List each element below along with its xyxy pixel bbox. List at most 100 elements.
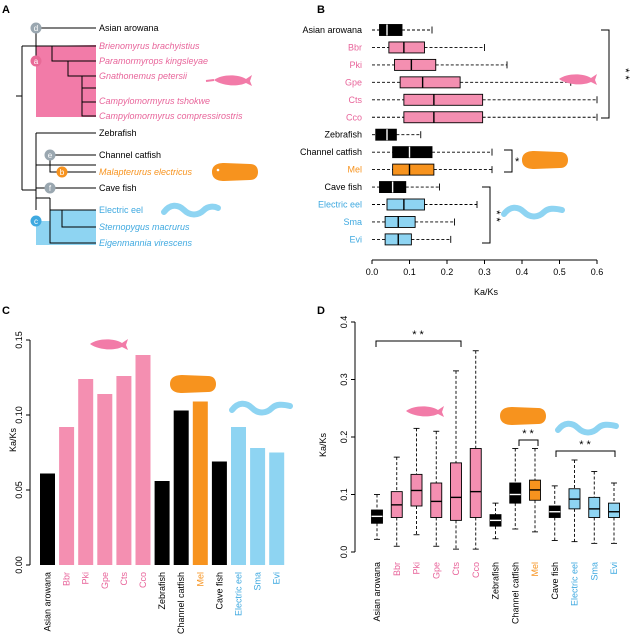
- c-category-label: Cco: [138, 572, 148, 588]
- d-y-tick-label: 0.0: [339, 546, 349, 559]
- tip-label: Brienomyrus brachyistius: [99, 41, 200, 51]
- b-x-tick-label: 0.0: [366, 267, 379, 277]
- b-category-label: Gpe: [345, 77, 362, 87]
- elephantfish-icon: [205, 75, 252, 86]
- eel-icon: [161, 202, 221, 218]
- b-x-tick-label: 0.4: [516, 267, 529, 277]
- phylogeny-tree: d a e b f c Asian arowana Brienomyrus br…: [16, 22, 258, 248]
- tip-label: Campylomormyrus compressirostris: [99, 111, 243, 121]
- catfish-icon: [500, 407, 546, 425]
- b-category-label: Evi: [349, 234, 362, 244]
- b-box: [403, 93, 484, 106]
- tip-label: Paramormyrops kingsleyae: [99, 56, 208, 66]
- c-bar: [97, 394, 113, 565]
- b-x-tick-label: 0.2: [441, 267, 454, 277]
- d-y-tick-label: 0.4: [339, 316, 349, 329]
- d-category-label: Cave fish: [550, 562, 560, 600]
- elephantfish-icon: [90, 339, 128, 350]
- b-box: [392, 146, 433, 159]
- d-category-label: Cco: [471, 562, 481, 578]
- c-category-label: Cave fish: [214, 572, 224, 610]
- tree-node-f-label: f: [49, 184, 52, 193]
- tip-label: Campylomormyrus tshokwe: [99, 96, 210, 106]
- clade-shade-mormyrid-inner: [52, 46, 96, 64]
- b-x-tick-label: 0.5: [553, 267, 566, 277]
- d-sig-catfish: * *: [522, 428, 534, 440]
- c-bar: [135, 355, 151, 565]
- c-bar: [211, 461, 227, 565]
- b-x-tick-label: 0.6: [591, 267, 604, 277]
- c-y-tick-label: 0.05: [14, 481, 24, 499]
- d-category-label: Cts: [451, 562, 461, 576]
- tree-node-f: [44, 182, 56, 194]
- d-box: [430, 482, 443, 518]
- b-box: [379, 24, 403, 36]
- c-bar: [231, 427, 246, 565]
- d-box: [450, 462, 462, 521]
- d-box: [509, 482, 522, 504]
- panel-label-b: B: [317, 4, 325, 16]
- c-category-label: Zebrafish: [157, 572, 167, 610]
- c-bar: [40, 473, 55, 565]
- b-category-label: Cts: [349, 95, 363, 105]
- b-box: [386, 198, 425, 211]
- b-sig-gymnotiform: * *: [490, 210, 502, 222]
- d-category-label: Electric eel: [570, 562, 580, 606]
- tree-node-c: [30, 215, 42, 227]
- c-y-tick-label: 0.15: [14, 331, 24, 349]
- b-box: [375, 128, 397, 141]
- d-category-label: Channel catfish: [510, 562, 520, 624]
- panel-b-boxplot: Asian arowana Bbr Pki Gpe Cts Cco Zebrafish Cha…: [300, 24, 631, 297]
- tree-node-b: [56, 166, 68, 178]
- b-category-label: Channel catfish: [300, 147, 362, 157]
- panel-d-boxplot: 0.0 0.1 0.2 0.3 0.4 Asian arowana Bbr Pki Gpe Ct…: [318, 316, 620, 624]
- tip-label: Electric eel: [99, 205, 143, 215]
- c-category-label: Mel: [195, 572, 205, 587]
- c-ylabel: Ka/Ks: [8, 427, 18, 452]
- tree-node-e: [44, 149, 56, 161]
- d-sig-gymnotiform: * *: [579, 439, 591, 451]
- c-bar: [173, 410, 189, 565]
- tree-node-b-label: b: [60, 168, 65, 177]
- tip-label: Cave fish: [99, 183, 137, 193]
- b-sig-catfish: *: [515, 156, 520, 168]
- c-category-label: Electric eel: [234, 572, 244, 616]
- eel-icon: [555, 420, 619, 436]
- catfish-icon: [170, 375, 216, 393]
- tree-node-e-label: e: [48, 151, 53, 160]
- b-sig-mormyrid: * *: [619, 68, 631, 80]
- tip-label: Asian arowana: [99, 23, 159, 33]
- b-box: [392, 163, 435, 176]
- c-category-label: Pki: [81, 572, 91, 585]
- panel-label-c: C: [2, 305, 10, 317]
- panel-label-d: D: [317, 305, 325, 317]
- tip-label: Eigenmannia virescens: [99, 238, 193, 248]
- tip-label: Channel catfish: [99, 150, 161, 160]
- d-category-label: Sma: [589, 562, 599, 581]
- d-category-label: Asian arowana: [372, 562, 382, 622]
- c-bar: [78, 379, 94, 565]
- b-category-label: Cave fish: [324, 182, 362, 192]
- d-category-label: Gpe: [431, 562, 441, 579]
- d-category-label: Bbr: [392, 562, 402, 576]
- b-category-label: Electric eel: [318, 200, 362, 210]
- c-category-label: Asian arowana: [43, 572, 53, 632]
- c-bar: [116, 376, 132, 565]
- b-category-label: Mel: [347, 165, 362, 175]
- c-y-tick-label: 0.10: [14, 406, 24, 424]
- b-x-tick-label: 0.1: [403, 267, 416, 277]
- b-box: [399, 76, 461, 89]
- tip-label: Gnathonemus petersii: [99, 71, 188, 81]
- b-category-label: Pki: [349, 60, 362, 70]
- b-box: [394, 58, 437, 71]
- tree-node-d-label: d: [34, 24, 38, 33]
- eel-icon: [501, 204, 565, 220]
- d-box: [469, 448, 482, 518]
- b-box: [403, 111, 484, 124]
- c-category-label: Sma: [253, 572, 263, 591]
- b-category-label: Asian arowana: [302, 25, 362, 35]
- tree-node-c-label: c: [34, 217, 38, 226]
- tip-label: Sternopygus macrurus: [99, 222, 190, 232]
- d-y-tick-label: 0.2: [339, 431, 349, 444]
